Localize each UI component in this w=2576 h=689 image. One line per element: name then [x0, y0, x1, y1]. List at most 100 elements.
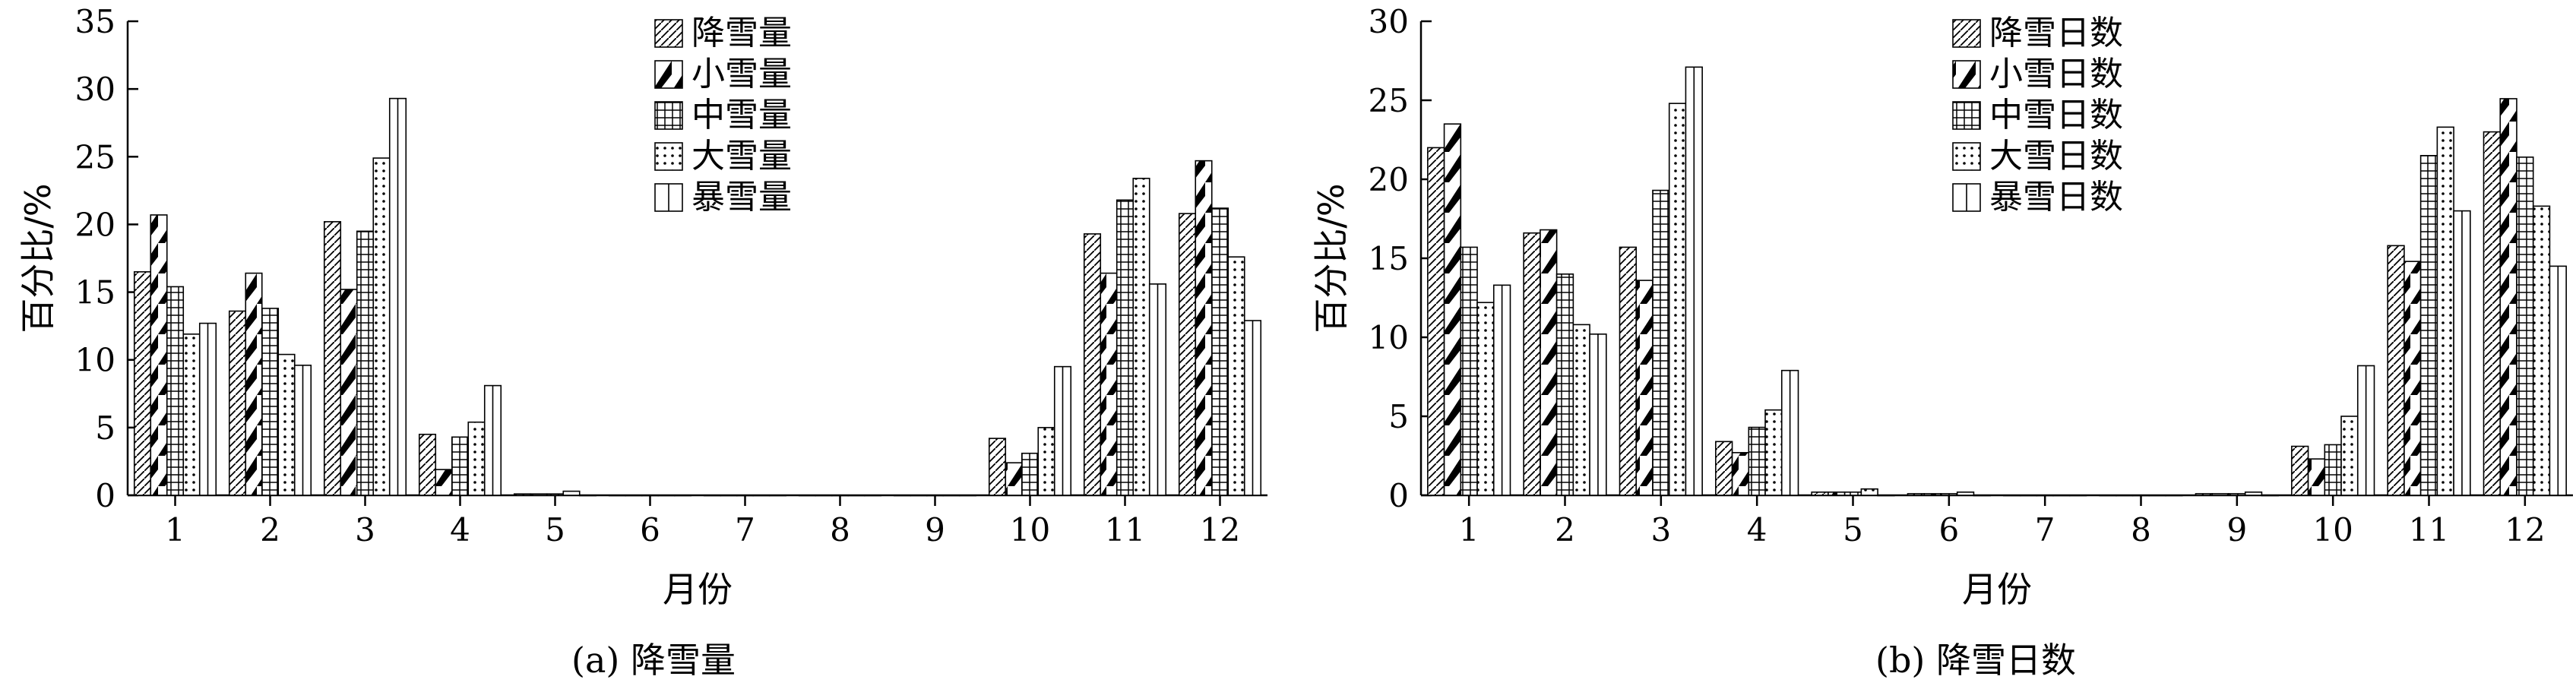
bar-降雪日数-6 [1907, 493, 1926, 496]
bar-小雪日数-9 [2211, 493, 2229, 496]
bar-中雪日数-3 [1652, 189, 1670, 496]
x-tick-label: 10 [2312, 511, 2353, 548]
legend-label: 暴雪日数 [1989, 178, 2123, 216]
bar-小雪日数-8 [2116, 495, 2134, 497]
x-tick-label: 8 [2131, 511, 2151, 548]
bar-小雪量-11 [1100, 272, 1118, 496]
y-tick-label: 10 [75, 342, 116, 379]
bar-小雪量-3 [340, 289, 358, 496]
bar-中雪量-1 [166, 286, 185, 496]
bar-大雪量-3 [372, 157, 391, 496]
bar-大雪日数-6 [1956, 491, 1975, 496]
y-tick-label: 20 [75, 206, 116, 243]
bar-大雪日数-11 [2436, 126, 2454, 496]
bar-中雪日数-5 [1843, 491, 1862, 496]
bar-大雪日数-5 [1860, 488, 1878, 496]
x-tick-label: 6 [640, 511, 660, 548]
bar-大雪量-6 [657, 495, 676, 497]
bar-小雪日数-1 [1443, 123, 1462, 496]
bar-降雪量-12 [1178, 213, 1197, 496]
legend-label: 小雪量 [691, 55, 792, 93]
legend-swatch-大雪日数 [1952, 142, 1981, 171]
x-tick-label: 11 [2409, 511, 2449, 548]
bar-暴雪日数-6 [1973, 495, 1991, 497]
legend-label: 暴雪量 [691, 178, 792, 216]
bar-中雪量-5 [546, 493, 565, 496]
y-tick-label: 25 [1369, 82, 1409, 119]
bar-降雪量-7 [703, 495, 722, 497]
bar-暴雪量-5 [578, 495, 597, 497]
x-tick-label: 12 [2505, 511, 2545, 548]
x-tick-label: 4 [1747, 511, 1767, 548]
bar-降雪日数-2 [1523, 232, 1541, 496]
bar-降雪日数-12 [2483, 131, 2502, 496]
y-tick-label: 35 [75, 3, 116, 40]
bar-小雪日数-10 [2307, 458, 2326, 496]
x-tick-label: 8 [830, 511, 850, 548]
x-tick-label: 3 [1650, 511, 1671, 548]
y-tick-label: 10 [1369, 319, 1409, 356]
bar-中雪日数-8 [2131, 495, 2150, 497]
bar-暴雪量-7 [768, 495, 787, 497]
y-tick-label: 15 [1369, 240, 1409, 277]
legend-label: 中雪日数 [1989, 96, 2123, 134]
bar-小雪日数-5 [1828, 491, 1846, 496]
bar-中雪量-6 [641, 495, 660, 497]
bar-暴雪量-6 [673, 495, 692, 497]
bar-暴雪日数-9 [2261, 495, 2279, 497]
bar-降雪量-3 [323, 221, 342, 496]
bar-小雪量-5 [530, 493, 548, 496]
legend-label: 降雪日数 [1989, 14, 2123, 52]
bar-小雪量-1 [150, 214, 168, 496]
legend-swatch-大雪量 [654, 142, 683, 171]
bar-降雪量-11 [1083, 233, 1102, 496]
bar-大雪量-9 [942, 495, 960, 497]
bar-小雪量-7 [720, 495, 738, 497]
bar-降雪日数-10 [2291, 445, 2309, 496]
bar-大雪日数-9 [2244, 491, 2263, 496]
bar-小雪量-6 [625, 495, 643, 497]
bar-降雪量-10 [988, 438, 1007, 496]
legend-label: 大雪量 [691, 137, 792, 175]
x-tick-label: 4 [450, 511, 470, 548]
bar-大雪量-2 [277, 353, 296, 496]
bar-降雪量-1 [133, 271, 152, 496]
bar-中雪日数-12 [2516, 156, 2534, 496]
legend-label: 降雪量 [691, 14, 792, 52]
bar-降雪量-4 [418, 433, 437, 496]
x-tick-label: 12 [1200, 511, 1240, 548]
bar-中雪日数-6 [1940, 493, 1958, 496]
bar-中雪量-4 [451, 436, 470, 496]
x-tick-label: 3 [355, 511, 375, 548]
bar-大雪日数-12 [2532, 205, 2551, 496]
bar-降雪日数-4 [1715, 441, 1733, 496]
bar-降雪日数-5 [1811, 491, 1829, 496]
y-tick-label: 25 [75, 138, 116, 175]
bar-中雪日数-4 [1748, 426, 1766, 496]
x-tick-label: 5 [545, 511, 565, 548]
bar-中雪日数-7 [2036, 495, 2054, 497]
bar-降雪量-6 [608, 495, 627, 497]
x-tick-label: 9 [2226, 511, 2247, 548]
legend-swatch-小雪量 [654, 60, 683, 89]
bar-大雪量-7 [752, 495, 771, 497]
bar-暴雪日数-8 [2165, 495, 2183, 497]
bar-大雪日数-4 [1764, 409, 1783, 496]
bar-大雪量-1 [182, 333, 201, 496]
bar-降雪量-8 [798, 495, 817, 497]
legend-label: 大雪日数 [1989, 137, 2123, 175]
bar-小雪量-8 [815, 495, 833, 497]
bar-降雪日数-7 [2003, 495, 2021, 497]
bar-中雪日数-1 [1460, 246, 1478, 496]
bar-中雪量-11 [1116, 199, 1135, 496]
y-tick-label: 0 [95, 477, 116, 514]
bar-暴雪日数-5 [1877, 495, 1895, 497]
bar-小雪量-10 [1005, 462, 1023, 496]
legend-label: 中雪量 [691, 96, 792, 134]
x-tick-label: 2 [260, 511, 280, 548]
y-tick-label: 30 [1369, 3, 1409, 40]
legend-swatch-降雪量 [654, 19, 683, 48]
y-axis-label: 百分比/% [17, 183, 59, 333]
